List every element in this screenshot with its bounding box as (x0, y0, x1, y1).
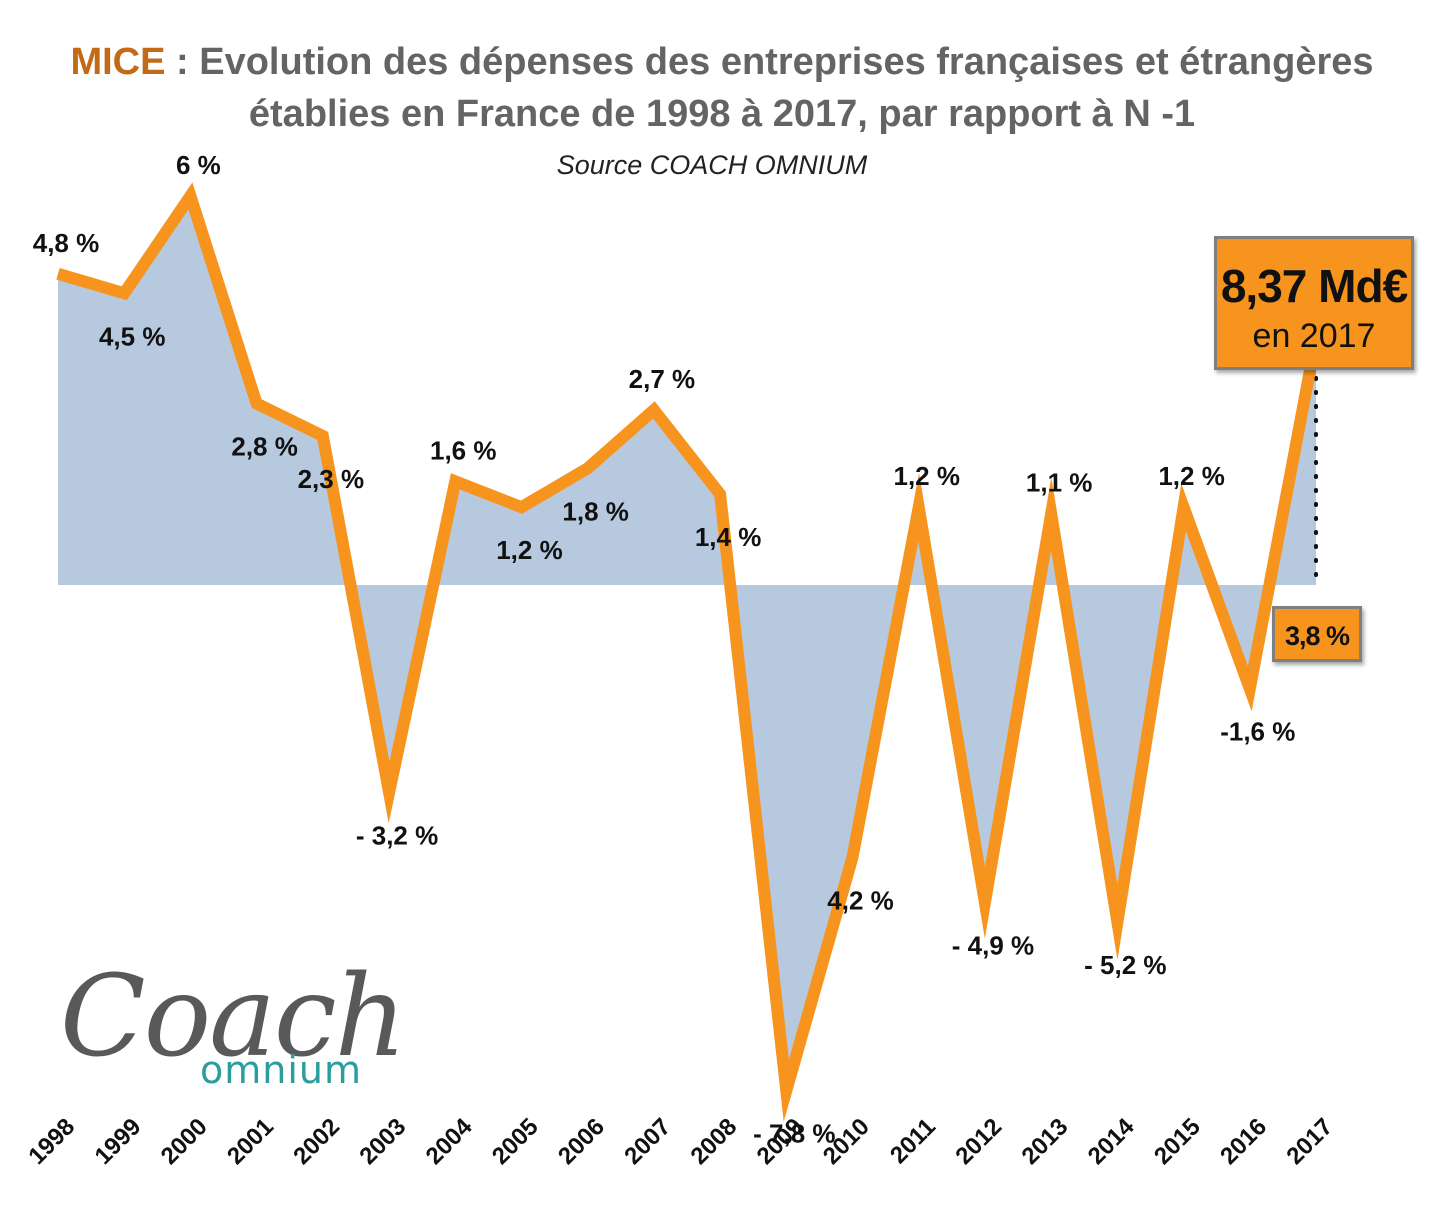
x-tick-label: 1998 (23, 1113, 80, 1170)
logo-word-coach: Coach (60, 952, 407, 1082)
data-label: 4,2 % (827, 885, 894, 915)
chart-source: Source COACH OMNIUM (556, 150, 868, 180)
x-tick-layer: 1998 1999 2000 2001 2002 2003 2004 2005 2006 2007… (23, 1113, 1338, 1170)
title-line-1-text: : Evolution des dépenses des entreprises… (165, 41, 1374, 83)
x-tick-label: 1999 (90, 1113, 147, 1170)
x-tick-label: 2008 (686, 1113, 743, 1170)
total-caption: en 2017 (1252, 317, 1376, 355)
data-label: - 7,8 % (753, 1119, 835, 1149)
line-layer (56, 182, 1322, 1122)
x-tick-label: 2004 (421, 1113, 478, 1170)
series-line (56, 182, 1322, 1122)
data-label: 4,5 % (99, 321, 166, 351)
data-label: - 5,2 % (1084, 950, 1166, 980)
total-callout: 8,37 Md€ en 2017 (1214, 236, 1414, 370)
x-tick-label: 2012 (950, 1113, 1007, 1170)
data-label: - 3,2 % (356, 820, 438, 850)
area-layer (58, 196, 1316, 1091)
data-label: 1,8 % (562, 496, 629, 526)
data-label: 1,1 % (1026, 468, 1093, 498)
x-tick-label: 2017 (1281, 1113, 1338, 1170)
chart-title: MICE : Evolution des dépenses des entrep… (0, 36, 1444, 140)
title-line-2: établies en France de 1998 à 2017, par r… (248, 93, 1196, 135)
last-value: 3,8 % (1284, 621, 1350, 651)
data-label: 2,3 % (298, 464, 365, 494)
x-tick-label: 2001 (222, 1113, 279, 1170)
x-tick-label: 2007 (619, 1113, 676, 1170)
x-tick-label: 2002 (288, 1113, 345, 1170)
x-tick-label: 2003 (354, 1113, 411, 1170)
data-label: -1,6 % (1220, 717, 1295, 747)
x-tick-label: 2005 (487, 1113, 544, 1170)
data-label: 1,2 % (496, 535, 563, 565)
data-label: 2,7 % (629, 364, 696, 394)
x-tick-label: 2014 (1083, 1113, 1140, 1170)
data-label: 1,6 % (430, 435, 497, 465)
x-tick-label: 2016 (1215, 1113, 1272, 1170)
x-tick-label: 2011 (885, 1113, 941, 1169)
data-label: 1,2 % (893, 461, 960, 491)
area-fill (58, 196, 1316, 1091)
last-value-callout: 3,8 % (1272, 606, 1362, 662)
title-prefix: MICE (70, 41, 166, 83)
data-label: 6 % (176, 150, 221, 180)
coach-omnium-logo: Coach omnium (60, 952, 407, 1100)
data-label: 1,4 % (695, 522, 762, 552)
x-tick-label: 2000 (156, 1113, 213, 1170)
data-label: 1,2 % (1158, 461, 1225, 491)
x-tick-label: 2013 (1017, 1113, 1074, 1170)
data-label-layer: 4,8 % 4,5 % 6 % 2,8 %2,3 % - 3,2 % 1,6 % 1,2 %… (33, 150, 1296, 1149)
total-value: 8,37 Md€ (1220, 260, 1408, 312)
data-label: 2,8 % (231, 431, 298, 461)
data-label: - 4,9 % (952, 931, 1034, 961)
x-tick-label: 2015 (1149, 1113, 1206, 1170)
data-label: 4,8 % (33, 228, 100, 258)
title-line-1: MICE : Evolution des dépenses des entrep… (0, 36, 1444, 88)
logo-word-omnium: omnium (200, 1048, 363, 1092)
x-tick-label: 2006 (553, 1113, 610, 1170)
